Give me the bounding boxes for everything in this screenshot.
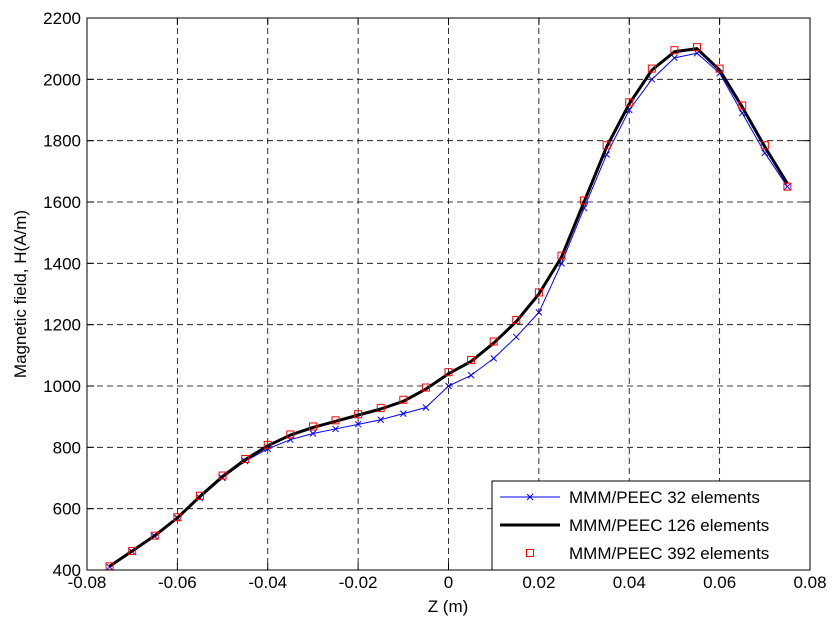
- legend-entry: MMM/PEEC 392 elements: [526, 544, 769, 563]
- data-point: [241, 454, 250, 463]
- x-tick-label: 0.02: [522, 573, 555, 592]
- data-point: [354, 420, 362, 428]
- data-point: [308, 422, 317, 431]
- data-point: [128, 546, 137, 555]
- data-point: [376, 404, 385, 413]
- x-tick-label: 0.06: [703, 573, 736, 592]
- data-point: [195, 491, 204, 500]
- x-tick-label: -0.04: [248, 573, 287, 592]
- y-tick-label: 1200: [43, 316, 81, 335]
- series-layer: [105, 43, 792, 571]
- data-point: [602, 141, 611, 150]
- data-point: [512, 333, 520, 341]
- data-point: [760, 141, 769, 150]
- data-point: [263, 440, 272, 449]
- data-point: [377, 416, 385, 424]
- data-point: [783, 182, 792, 191]
- legend-entry: MMM/PEEC 126 elements: [500, 516, 769, 535]
- data-point: [467, 355, 476, 364]
- x-tick-label: 0: [444, 573, 453, 592]
- legend-label: MMM/PEEC 392 elements: [569, 544, 769, 563]
- data-point: [421, 383, 430, 392]
- legend-swatch-marker: [526, 493, 534, 501]
- data-point: [399, 395, 408, 404]
- y-axis-label: Magnetic field, H(A/m): [11, 210, 30, 378]
- data-point: [738, 101, 747, 110]
- data-point: [445, 382, 452, 390]
- data-point: [331, 416, 340, 425]
- data-point: [286, 430, 295, 439]
- x-tick-label: 0.04: [613, 573, 646, 592]
- y-tick-label: 1600: [43, 193, 81, 212]
- y-tick-label: 1400: [43, 254, 81, 273]
- data-point: [557, 251, 566, 260]
- legend-label: MMM/PEEC 32 elements: [569, 488, 760, 507]
- data-point: [467, 371, 475, 379]
- data-point: [309, 430, 317, 437]
- data-point: [218, 471, 227, 480]
- y-tick-label: 2000: [43, 70, 81, 89]
- data-point: [715, 64, 724, 73]
- legend-items: MMM/PEEC 32 elements MMM/PEEC 126 element…: [500, 488, 769, 563]
- y-tick-label: 400: [53, 561, 81, 580]
- data-point: [671, 54, 678, 62]
- axis-ticks: -0.08 -0.06 -0.04 -0.02 0 0.02 0.04 0.06 0.08 400…: [43, 9, 826, 592]
- data-point: [670, 46, 679, 55]
- data-point: [332, 425, 339, 433]
- x-tick-label: -0.08: [68, 573, 107, 592]
- data-point: [150, 531, 159, 540]
- data-point: [354, 410, 363, 419]
- data-point: [534, 288, 543, 297]
- x-tick-label: 0.08: [793, 573, 826, 592]
- data-point: [580, 196, 589, 205]
- y-tick-label: 1000: [43, 377, 81, 396]
- data-point: [648, 75, 656, 83]
- x-tick-label: -0.02: [339, 573, 378, 592]
- legend-label: MMM/PEEC 126 elements: [569, 516, 769, 535]
- data-point: [444, 368, 453, 377]
- data-point: [489, 337, 498, 346]
- x-tick-label: -0.06: [158, 573, 197, 592]
- data-point: [535, 309, 543, 316]
- data-point: [647, 64, 656, 73]
- legend-swatch-marker: [526, 549, 534, 557]
- legend: MMM/PEEC 32 elements MMM/PEEC 126 element…: [491, 480, 811, 571]
- y-tick-label: 1800: [43, 132, 81, 151]
- data-point: [422, 404, 430, 411]
- data-point: [490, 355, 498, 362]
- data-point: [173, 513, 182, 522]
- y-tick-label: 2200: [43, 9, 81, 28]
- y-tick-label: 800: [53, 438, 81, 457]
- x-axis-label: Z (m): [428, 597, 469, 616]
- series-line: [108, 47, 789, 568]
- data-point: [784, 183, 791, 191]
- legend-entry: MMM/PEEC 32 elements: [500, 488, 760, 507]
- data-point: [512, 316, 521, 325]
- y-tick-label: 600: [53, 500, 81, 519]
- data-point: [399, 410, 407, 417]
- data-point: [625, 98, 634, 107]
- data-point: [693, 43, 702, 52]
- series-2: [108, 47, 789, 568]
- series-3: [105, 43, 792, 571]
